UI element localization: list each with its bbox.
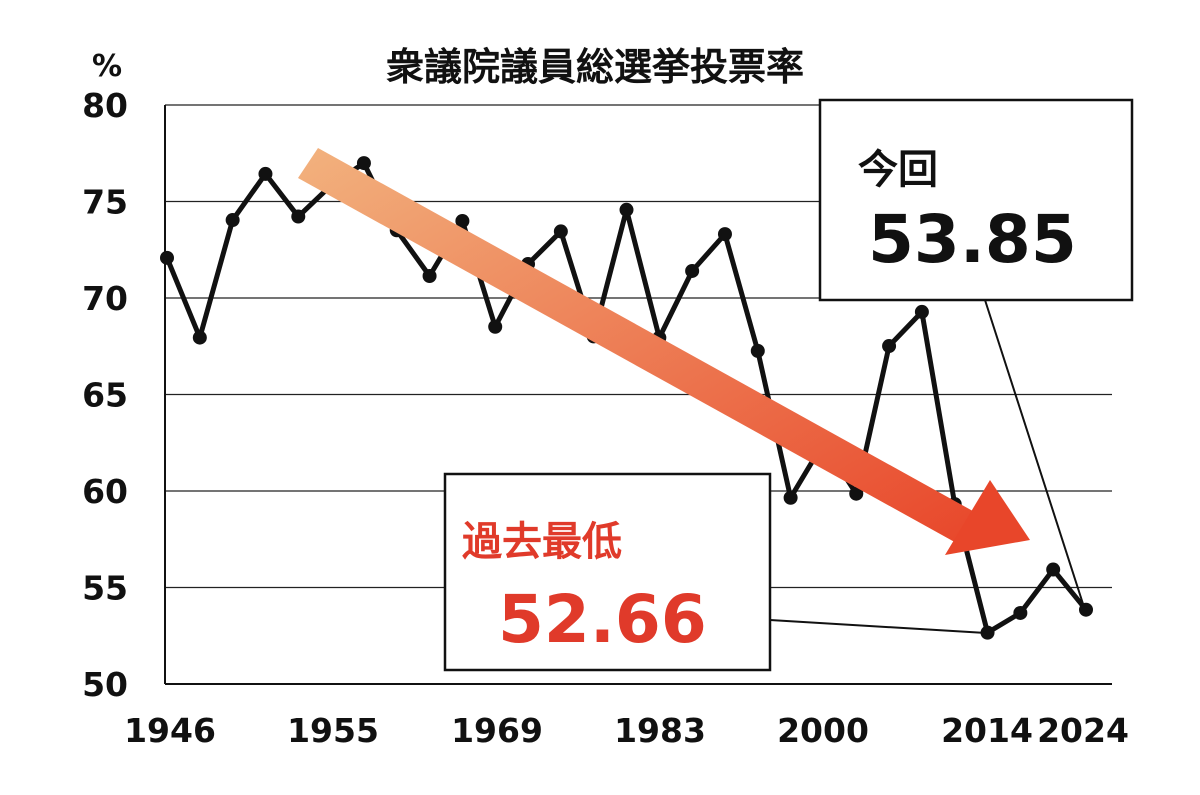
- data-point: [717, 227, 732, 242]
- x-tick-label: 2014: [941, 711, 1033, 750]
- y-tick-label: 50: [82, 665, 128, 704]
- chart-title: 衆議院議員総選挙投票率: [386, 45, 804, 89]
- x-tick-label: 1955: [287, 711, 379, 750]
- x-tick-label: 2024: [1037, 711, 1129, 750]
- trend-arrow: [298, 148, 1030, 555]
- data-point: [980, 625, 995, 640]
- data-point: [422, 268, 437, 283]
- callout-current-label: 今回: [858, 147, 938, 193]
- data-point: [849, 486, 864, 501]
- y-axis-ticks: 50 55 60 65 70 75 80: [82, 86, 128, 704]
- callout-lowest-label: 過去最低: [462, 519, 622, 565]
- data-point: [750, 343, 765, 358]
- data-point: [882, 339, 897, 354]
- series-group: [160, 156, 1093, 640]
- y-tick-label: 70: [82, 279, 128, 318]
- data-point: [225, 213, 240, 228]
- x-axis-ticks: 1946 1955 1969 1983 2000 2014 2024: [124, 711, 1129, 750]
- y-tick-label: 60: [82, 472, 128, 511]
- data-point: [783, 490, 798, 505]
- y-unit-label: %: [92, 49, 122, 84]
- data-point: [192, 330, 207, 345]
- callout-current-value: 53.85: [868, 201, 1077, 278]
- data-point: [455, 213, 470, 228]
- callout-lowest-value: 52.66: [498, 581, 707, 658]
- x-tick-label: 1969: [451, 711, 543, 750]
- x-tick-label: 1983: [614, 711, 706, 750]
- y-tick-label: 55: [82, 569, 128, 608]
- y-tick-label: 65: [82, 376, 128, 415]
- data-point: [1013, 605, 1028, 620]
- x-tick-label: 2000: [777, 711, 869, 750]
- data-point: [619, 202, 634, 217]
- data-point: [914, 304, 929, 319]
- x-tick-label: 1946: [124, 711, 216, 750]
- data-point: [258, 166, 273, 181]
- data-point: [553, 224, 568, 239]
- data-point: [1046, 562, 1061, 577]
- data-point: [356, 156, 371, 171]
- data-point: [685, 263, 700, 278]
- data-point: [488, 319, 503, 334]
- callout-current: 今回 53.85: [818, 98, 1134, 302]
- data-point: [291, 209, 306, 224]
- callout-lowest: 過去最低 52.66: [443, 472, 772, 672]
- data-point: [160, 250, 174, 265]
- callout-line-lowest: [769, 619, 987, 634]
- y-tick-label: 80: [82, 86, 128, 125]
- data-point: [1079, 602, 1093, 617]
- y-tick-label: 75: [82, 183, 128, 222]
- grid-lines: [165, 104, 1112, 589]
- callout-line-current: [984, 299, 1085, 608]
